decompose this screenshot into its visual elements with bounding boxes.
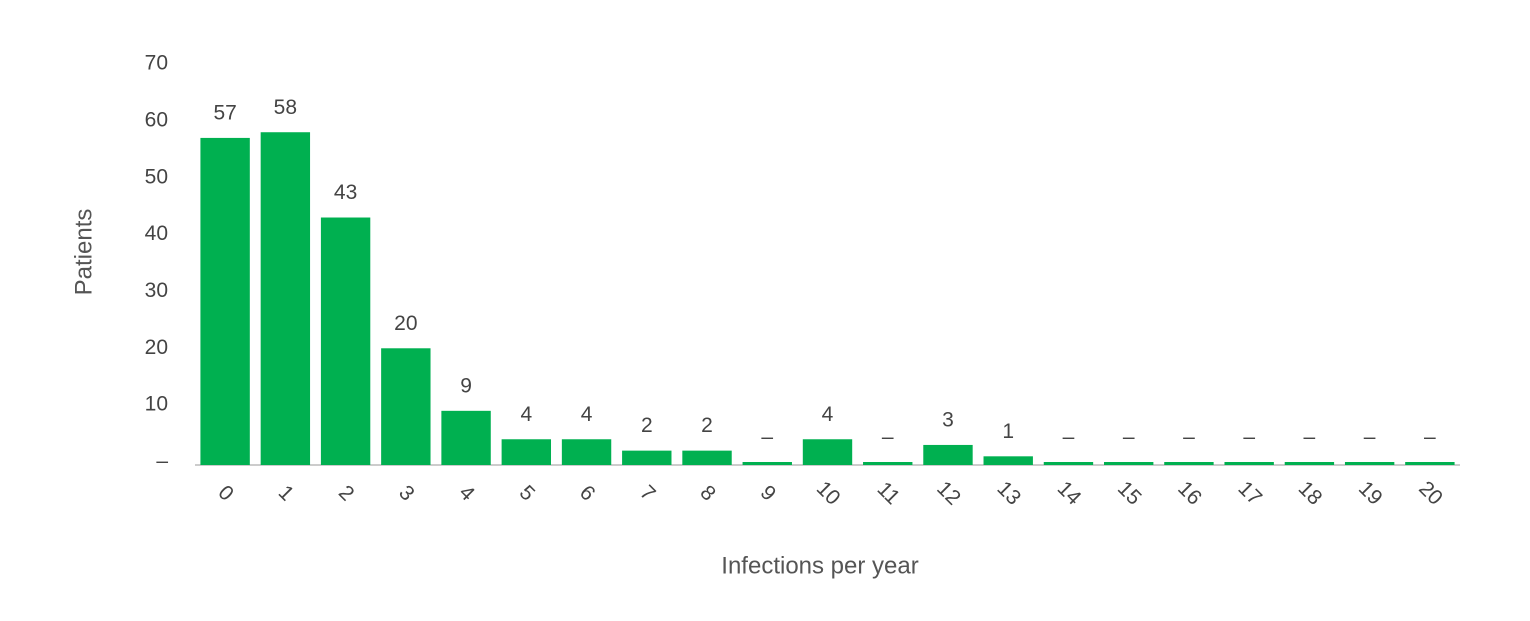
y-tick-label: 50 (145, 165, 168, 188)
x-tick-label: 8 (695, 481, 720, 506)
y-tick-label: – (156, 450, 168, 473)
x-tick-label: 15 (1113, 477, 1146, 510)
bar (260, 132, 311, 465)
x-tick-label: 0 (214, 481, 239, 506)
data-label: 20 (394, 312, 417, 335)
bar (802, 439, 853, 465)
data-label: – (761, 426, 773, 449)
bar (742, 462, 792, 465)
bar (320, 217, 371, 465)
y-tick-label: 30 (145, 279, 168, 302)
data-label: – (882, 426, 894, 449)
bar (622, 450, 672, 465)
x-tick-label: 11 (873, 477, 905, 509)
data-label: 4 (581, 403, 593, 426)
data-label: – (1424, 426, 1436, 449)
x-tick-label: 3 (394, 481, 419, 506)
x-tick-label: 18 (1294, 477, 1327, 510)
data-label: 58 (274, 96, 297, 119)
x-tick-label: 19 (1354, 477, 1387, 510)
data-label: 2 (701, 414, 713, 437)
bar (923, 444, 973, 465)
data-label: 9 (460, 374, 472, 397)
data-label: – (1364, 426, 1376, 449)
data-label: 4 (822, 403, 834, 426)
bar (682, 450, 732, 465)
bar (200, 137, 250, 465)
y-tick-label: 20 (145, 336, 168, 359)
x-tick-label: 20 (1414, 477, 1447, 510)
x-tick-label: 5 (515, 481, 540, 506)
bar (441, 410, 491, 465)
x-tick-label: 6 (575, 481, 600, 506)
y-tick-label: 60 (145, 108, 168, 131)
bar (863, 462, 913, 465)
x-tick-label: 2 (334, 481, 359, 506)
bar (1224, 462, 1274, 465)
bar (1405, 462, 1455, 465)
bar (1284, 462, 1335, 465)
x-axis-title: Infections per year (721, 552, 918, 579)
bar (561, 439, 612, 465)
data-label: 57 (213, 101, 236, 124)
y-tick-label: 10 (145, 393, 168, 416)
bar (983, 456, 1033, 465)
data-label: 2 (641, 414, 653, 437)
x-tick-label: 4 (454, 481, 479, 506)
data-label: – (1304, 426, 1316, 449)
x-tick-label: 1 (274, 481, 299, 506)
data-label: – (1243, 426, 1255, 449)
y-tick-label: 40 (145, 222, 168, 245)
x-tick-label: 9 (756, 481, 781, 506)
y-axis-title: Patients (70, 209, 97, 296)
bar (501, 439, 552, 465)
x-tick-label: 17 (1233, 477, 1266, 510)
x-tick-label: 12 (932, 477, 965, 510)
data-label: – (1183, 426, 1195, 449)
x-tick-label: 16 (1173, 477, 1206, 510)
data-label: – (1063, 426, 1075, 449)
bar (1164, 462, 1214, 465)
bar (1103, 462, 1154, 465)
bar (1344, 462, 1395, 465)
data-label: 1 (1002, 420, 1014, 443)
data-label: 43 (334, 181, 357, 204)
data-label: 4 (520, 403, 532, 426)
data-label: 3 (942, 408, 954, 431)
x-tick-label: 13 (992, 477, 1025, 510)
x-tick-label: 7 (635, 481, 660, 506)
y-tick-label: 70 (145, 52, 168, 75)
data-label: – (1123, 426, 1135, 449)
x-tick-label: 14 (1053, 477, 1086, 510)
bar (1043, 462, 1094, 465)
x-tick-label: 10 (812, 477, 845, 510)
bar (381, 348, 431, 465)
